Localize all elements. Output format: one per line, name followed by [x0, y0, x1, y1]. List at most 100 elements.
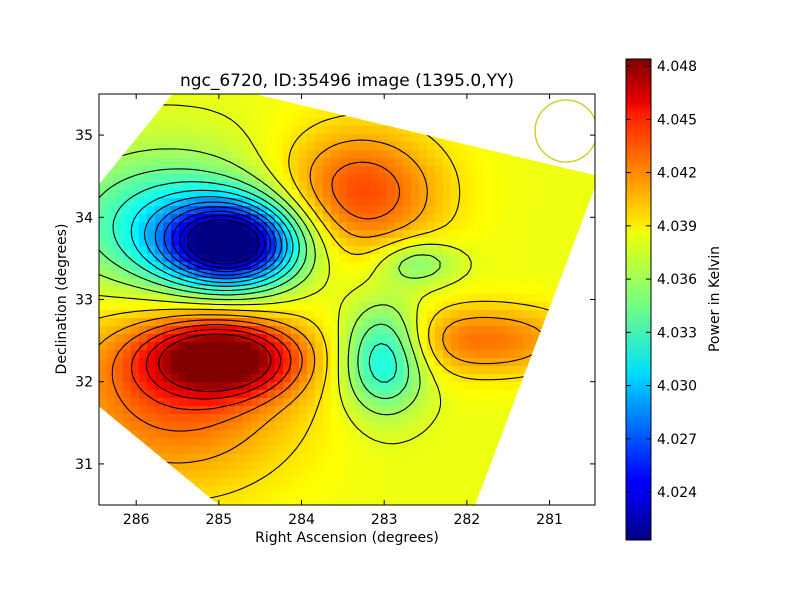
heatmap-cell [339, 438, 348, 447]
heatmap-cell [147, 158, 156, 167]
heatmap-cell [379, 430, 388, 439]
heatmap-cell [251, 414, 260, 423]
heatmap-cell [227, 262, 236, 271]
heatmap-cell [259, 238, 268, 247]
heatmap-cell [355, 118, 364, 127]
heatmap-cell [299, 110, 308, 119]
heatmap-cell [163, 118, 172, 127]
heatmap-cell [219, 190, 228, 199]
heatmap-cell [427, 278, 436, 287]
heatmap-cell [267, 334, 276, 343]
heatmap-cell [203, 470, 212, 479]
heatmap-cell [387, 390, 396, 399]
heatmap-cell [427, 150, 436, 159]
heatmap-cell [443, 350, 452, 359]
heatmap-cell [187, 406, 196, 415]
heatmap-cell [171, 270, 180, 279]
heatmap-cell [99, 302, 108, 311]
heatmap-cell [147, 142, 156, 151]
heatmap-cell [475, 334, 484, 343]
heatmap-cell [203, 270, 212, 279]
heatmap-cell [419, 414, 428, 423]
heatmap-cell [395, 438, 404, 447]
heatmap-cell [139, 382, 148, 391]
heatmap-cell [451, 238, 460, 247]
heatmap-cell [187, 470, 196, 479]
heatmap-cell [315, 486, 324, 495]
heatmap-cell [251, 254, 260, 263]
heatmap-cell [355, 190, 364, 199]
heatmap-cell [395, 366, 404, 375]
heatmap-cell [323, 166, 332, 175]
heatmap-cell [203, 174, 212, 183]
heatmap-cell [299, 214, 308, 223]
heatmap-cell [291, 134, 300, 143]
heatmap-cell [203, 286, 212, 295]
heatmap-cell [299, 142, 308, 151]
heatmap-cell [179, 142, 188, 151]
heatmap-cell [187, 350, 196, 359]
heatmap-cell [315, 166, 324, 175]
heatmap-cell [235, 358, 244, 367]
heatmap-cell [443, 278, 452, 287]
heatmap-cell [339, 382, 348, 391]
heatmap-cell [371, 254, 380, 263]
heatmap-cell [195, 126, 204, 135]
heatmap-cell [427, 286, 436, 295]
heatmap-cell [467, 286, 476, 295]
heatmap-cell [275, 246, 284, 255]
heatmap-cell [411, 302, 420, 311]
heatmap-cell [403, 294, 412, 303]
heatmap-cell [331, 206, 340, 215]
heatmap-cell [411, 286, 420, 295]
heatmap-cell [99, 278, 108, 287]
heatmap-cell [219, 222, 228, 231]
heatmap-cell [307, 438, 316, 447]
heatmap-cell [275, 126, 284, 135]
heatmap-cell [307, 486, 316, 495]
heatmap-cell [371, 134, 380, 143]
heatmap-cell [467, 446, 476, 455]
heatmap-cell [307, 334, 316, 343]
heatmap-cell [387, 366, 396, 375]
heatmap-cell [195, 366, 204, 375]
heatmap-cell [459, 462, 468, 471]
heatmap-cell [131, 286, 140, 295]
heatmap-cell [507, 382, 516, 391]
heatmap-cell [139, 142, 148, 151]
heatmap-cell [443, 446, 452, 455]
heatmap-cell [171, 126, 180, 135]
heatmap-cell [459, 414, 468, 423]
heatmap-cell [395, 478, 404, 487]
heatmap-cell [467, 478, 476, 487]
heatmap-cell [219, 406, 228, 415]
heatmap-cell [387, 454, 396, 463]
heatmap-cell [491, 190, 500, 199]
heatmap-cell [235, 438, 244, 447]
heatmap-cell [195, 334, 204, 343]
heatmap-cell [475, 166, 484, 175]
heatmap-cell [251, 206, 260, 215]
heatmap-cell [435, 326, 444, 335]
heatmap-cell [523, 278, 532, 287]
heatmap-cell [347, 398, 356, 407]
heatmap-cell [203, 222, 212, 231]
heatmap-cell [491, 166, 500, 175]
heatmap-cell [427, 238, 436, 247]
heatmap-cell [275, 454, 284, 463]
heatmap-cell [403, 134, 412, 143]
heatmap-cell [291, 102, 300, 111]
heatmap-cell [475, 286, 484, 295]
heatmap-cell [187, 414, 196, 423]
heatmap-cell [363, 190, 372, 199]
heatmap-cell [547, 190, 556, 199]
heatmap-cell [203, 446, 212, 455]
heatmap-cell [339, 142, 348, 151]
heatmap-cell [163, 454, 172, 463]
heatmap-cell [219, 310, 228, 319]
heatmap-cell [507, 230, 516, 239]
heatmap-cell [195, 134, 204, 143]
heatmap-cell [507, 278, 516, 287]
heatmap-cell [435, 310, 444, 319]
heatmap-cell [339, 462, 348, 471]
